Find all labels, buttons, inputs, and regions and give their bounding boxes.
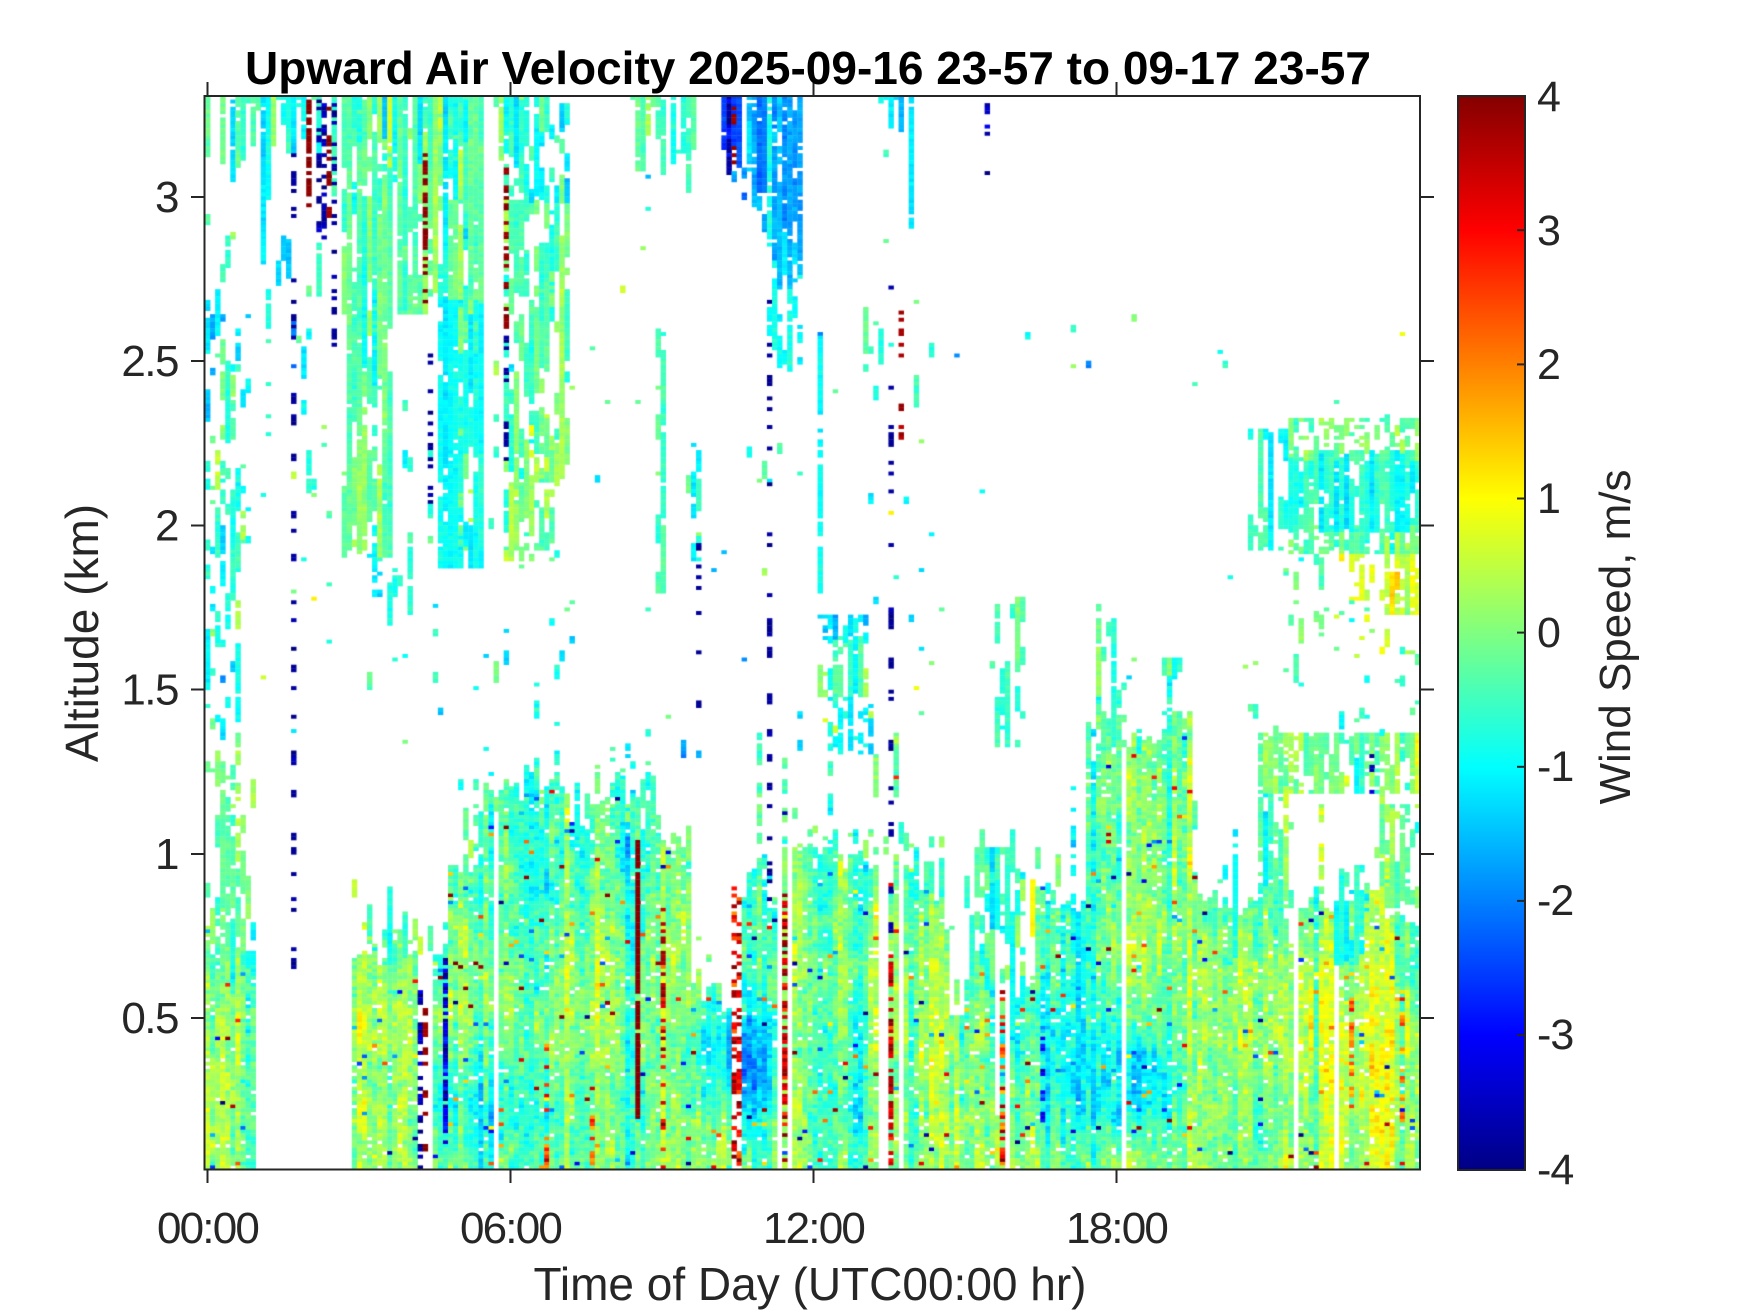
svg-text:18:00: 18:00 bbox=[1066, 1204, 1167, 1253]
svg-text:1: 1 bbox=[1537, 475, 1560, 523]
svg-text:06:00: 06:00 bbox=[460, 1204, 561, 1253]
svg-text:Altitude (km): Altitude (km) bbox=[56, 504, 108, 762]
svg-text:-4: -4 bbox=[1537, 1146, 1573, 1194]
svg-text:2: 2 bbox=[1537, 341, 1560, 389]
svg-text:4: 4 bbox=[1537, 73, 1560, 121]
svg-text:Wind Speed, m/s: Wind Speed, m/s bbox=[1591, 469, 1640, 804]
svg-text:1: 1 bbox=[155, 830, 178, 879]
svg-text:-2: -2 bbox=[1537, 877, 1573, 925]
svg-text:2: 2 bbox=[155, 502, 178, 551]
svg-text:0.5: 0.5 bbox=[121, 994, 178, 1043]
svg-text:12:00: 12:00 bbox=[763, 1204, 864, 1253]
svg-text:3: 3 bbox=[1537, 207, 1560, 255]
svg-text:00:00: 00:00 bbox=[157, 1204, 258, 1253]
svg-text:-1: -1 bbox=[1537, 743, 1573, 791]
svg-text:2.5: 2.5 bbox=[121, 337, 178, 386]
svg-text:0: 0 bbox=[1537, 609, 1560, 657]
svg-text:Upward Air Velocity 2025-09-16: Upward Air Velocity 2025-09-16 23-57 to … bbox=[245, 42, 1371, 94]
svg-text:Time of Day (UTC00:00 hr): Time of Day (UTC00:00 hr) bbox=[534, 1258, 1087, 1310]
svg-text:3: 3 bbox=[155, 173, 178, 222]
svg-text:1.5: 1.5 bbox=[121, 666, 178, 715]
svg-text:-3: -3 bbox=[1537, 1011, 1573, 1059]
